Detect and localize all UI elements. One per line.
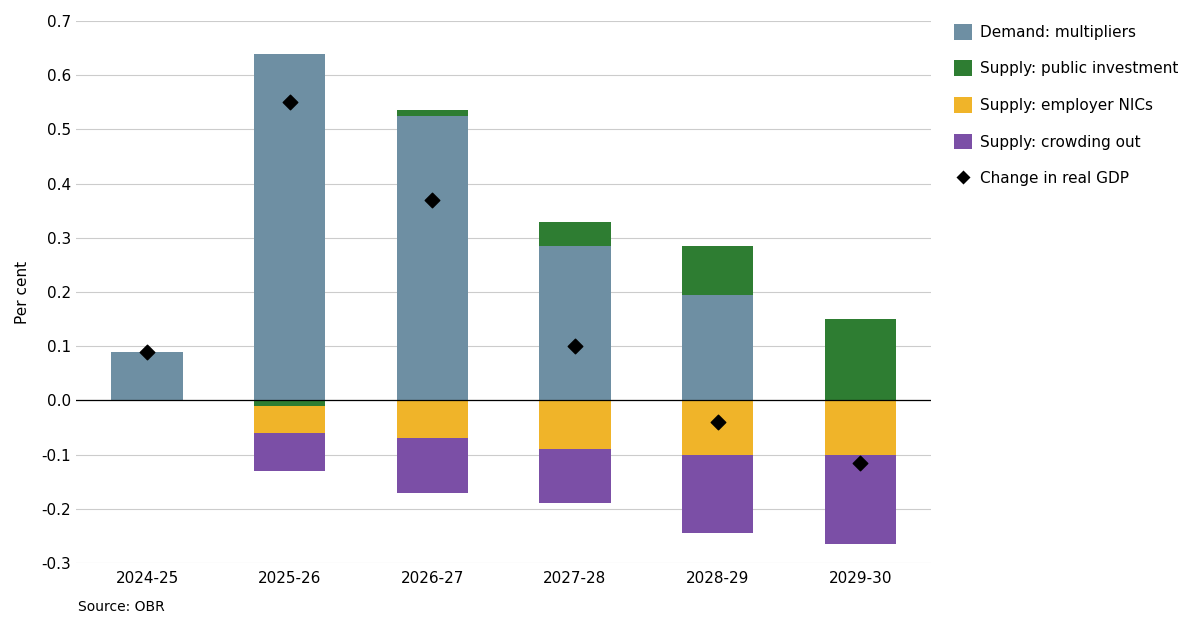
- Bar: [254, 433, 325, 471]
- Point: [851, 458, 870, 467]
- Point: [422, 195, 442, 205]
- Y-axis label: Per cent: Per cent: [16, 260, 30, 324]
- Bar: [397, 438, 468, 493]
- Point: [708, 417, 727, 427]
- Bar: [824, 454, 896, 544]
- Bar: [824, 319, 896, 401]
- Point: [565, 341, 584, 351]
- Bar: [254, 406, 325, 433]
- Legend: Demand: multipliers, , Supply: public investment, , Supply: employer NICs, , Sup: Demand: multipliers, , Supply: public in…: [948, 18, 1184, 192]
- Bar: [397, 116, 468, 401]
- Bar: [397, 110, 468, 116]
- Bar: [539, 401, 611, 450]
- Bar: [254, 53, 325, 401]
- Text: Source: OBR: Source: OBR: [78, 600, 164, 614]
- Bar: [682, 454, 754, 533]
- Bar: [539, 246, 611, 401]
- Bar: [539, 221, 611, 246]
- Bar: [824, 401, 896, 454]
- Bar: [682, 294, 754, 401]
- Point: [138, 347, 157, 356]
- Point: [280, 97, 299, 107]
- Bar: [539, 450, 611, 503]
- Bar: [682, 401, 754, 454]
- Bar: [254, 401, 325, 406]
- Bar: [397, 401, 468, 438]
- Bar: [112, 352, 182, 401]
- Bar: [682, 246, 754, 294]
